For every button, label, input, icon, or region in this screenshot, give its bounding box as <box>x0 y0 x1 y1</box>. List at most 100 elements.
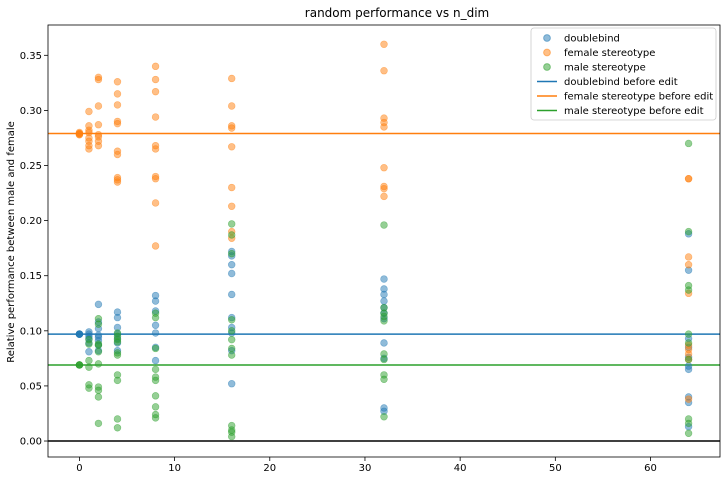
data-point <box>228 183 236 192</box>
data-point <box>380 355 388 364</box>
data-point <box>228 260 236 269</box>
data-point <box>94 300 103 309</box>
data-point <box>113 351 122 359</box>
data-point <box>85 107 93 116</box>
data-point <box>228 290 236 299</box>
data-point <box>684 253 693 261</box>
data-point <box>113 338 122 346</box>
legend-box <box>530 27 717 121</box>
x-tick-label: 10 <box>168 463 181 474</box>
data-point <box>228 335 236 344</box>
x-tick-label: 40 <box>454 463 467 474</box>
data-point <box>228 124 236 132</box>
data-point <box>151 356 160 365</box>
data-point <box>94 75 103 84</box>
legend-label: doublebind <box>564 34 620 45</box>
data-point <box>151 403 160 411</box>
data-point <box>380 123 388 131</box>
data-point <box>113 313 122 322</box>
data-point <box>228 432 236 441</box>
data-point <box>113 178 122 186</box>
data-point <box>380 317 388 325</box>
data-point <box>113 150 122 159</box>
x-tick-label: 30 <box>359 463 372 474</box>
series-1 <box>75 40 693 403</box>
data-point <box>151 329 160 337</box>
y-tick-label: 0.05 <box>20 381 42 392</box>
data-point <box>94 419 103 428</box>
data-point <box>94 102 103 110</box>
data-point <box>228 344 236 353</box>
data-point <box>228 316 236 324</box>
y-tick-label: 0.35 <box>20 51 42 62</box>
data-point <box>151 344 160 353</box>
data-point <box>684 365 693 374</box>
data-point <box>380 40 388 48</box>
legend-marker-1 <box>543 48 551 57</box>
data-point <box>94 386 103 395</box>
data-point <box>75 130 84 139</box>
data-point <box>151 175 160 183</box>
data-point <box>94 348 103 356</box>
data-point <box>113 90 122 98</box>
legend-label: male stereotype before edit <box>564 106 704 117</box>
data-point <box>380 67 388 75</box>
data-point <box>94 393 103 401</box>
data-point <box>228 351 236 359</box>
legend-label: female stereotype before edit <box>564 92 713 103</box>
data-point <box>380 297 388 305</box>
data-point <box>380 290 388 299</box>
data-point <box>151 376 160 385</box>
data-point <box>380 192 388 201</box>
data-point <box>151 297 160 305</box>
data-point <box>684 175 693 183</box>
y-tick-label: 0.30 <box>20 106 42 117</box>
data-point <box>85 348 93 356</box>
data-point <box>684 419 693 428</box>
data-point <box>228 327 236 335</box>
chart-title: random performance vs n_dim <box>305 6 489 20</box>
y-axis-label: Relative performance between male and fe… <box>6 121 17 363</box>
data-point <box>380 275 388 283</box>
data-point <box>151 321 160 330</box>
x-tick-label: 50 <box>549 463 562 474</box>
x-tick-label: 60 <box>644 463 657 474</box>
data-point <box>380 413 388 421</box>
data-point <box>151 199 160 207</box>
data-point <box>151 145 160 153</box>
data-point <box>228 74 236 83</box>
data-point <box>151 87 160 96</box>
legend-label: doublebind before edit <box>564 77 678 88</box>
y-tick-label: 0.15 <box>20 271 42 282</box>
data-point <box>85 384 93 392</box>
data-point <box>75 330 84 338</box>
data-point <box>380 164 388 172</box>
data-point <box>113 78 122 86</box>
data-point <box>684 339 693 347</box>
data-point <box>228 249 236 258</box>
legend-label: female stereotype <box>564 48 655 59</box>
legend-marker-2 <box>543 63 551 71</box>
data-point <box>684 227 693 236</box>
data-point <box>94 341 103 349</box>
data-point <box>151 62 160 71</box>
data-point <box>151 414 160 422</box>
data-point <box>151 392 160 400</box>
legend-label: male stereotype <box>564 63 646 74</box>
data-point <box>228 269 236 278</box>
data-point <box>94 320 103 328</box>
data-point <box>380 375 388 384</box>
data-point <box>684 355 693 364</box>
data-point <box>228 380 236 388</box>
data-point <box>113 119 122 128</box>
data-point <box>94 121 103 129</box>
y-tick-label: 0.20 <box>20 216 42 227</box>
data-point <box>684 330 693 338</box>
data-point <box>113 424 122 432</box>
data-point <box>151 365 160 374</box>
data-point <box>151 113 160 121</box>
data-point <box>684 395 693 403</box>
y-tick-label: 0.00 <box>20 437 42 448</box>
x-tick-label: 0 <box>76 463 82 474</box>
data-point <box>85 145 93 153</box>
